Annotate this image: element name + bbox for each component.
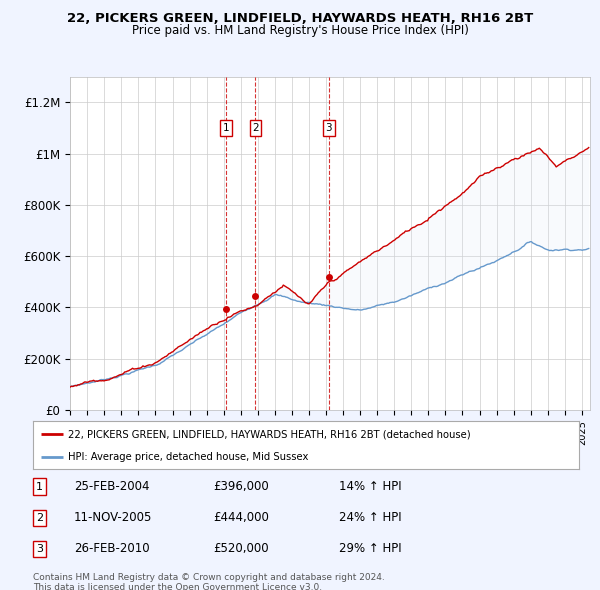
Text: 25-FEB-2004: 25-FEB-2004 — [74, 480, 149, 493]
Text: Price paid vs. HM Land Registry's House Price Index (HPI): Price paid vs. HM Land Registry's House … — [131, 24, 469, 37]
Text: 1: 1 — [223, 123, 230, 133]
Text: 14% ↑ HPI: 14% ↑ HPI — [339, 480, 401, 493]
Text: 11-NOV-2005: 11-NOV-2005 — [74, 512, 152, 525]
Text: £444,000: £444,000 — [213, 512, 269, 525]
Text: 22, PICKERS GREEN, LINDFIELD, HAYWARDS HEATH, RH16 2BT (detached house): 22, PICKERS GREEN, LINDFIELD, HAYWARDS H… — [68, 429, 471, 439]
Text: 22, PICKERS GREEN, LINDFIELD, HAYWARDS HEATH, RH16 2BT: 22, PICKERS GREEN, LINDFIELD, HAYWARDS H… — [67, 12, 533, 25]
Text: 26-FEB-2010: 26-FEB-2010 — [74, 542, 149, 555]
Text: 24% ↑ HPI: 24% ↑ HPI — [339, 512, 401, 525]
Text: 29% ↑ HPI: 29% ↑ HPI — [339, 542, 401, 555]
Text: 2: 2 — [36, 513, 43, 523]
Text: £396,000: £396,000 — [213, 480, 269, 493]
Text: Contains HM Land Registry data © Crown copyright and database right 2024.: Contains HM Land Registry data © Crown c… — [33, 573, 385, 582]
Text: 2: 2 — [252, 123, 259, 133]
Text: 1: 1 — [36, 481, 43, 491]
Text: 3: 3 — [36, 544, 43, 554]
Text: 3: 3 — [325, 123, 332, 133]
Text: This data is licensed under the Open Government Licence v3.0.: This data is licensed under the Open Gov… — [33, 583, 322, 590]
Text: HPI: Average price, detached house, Mid Sussex: HPI: Average price, detached house, Mid … — [68, 452, 309, 462]
Text: £520,000: £520,000 — [213, 542, 269, 555]
